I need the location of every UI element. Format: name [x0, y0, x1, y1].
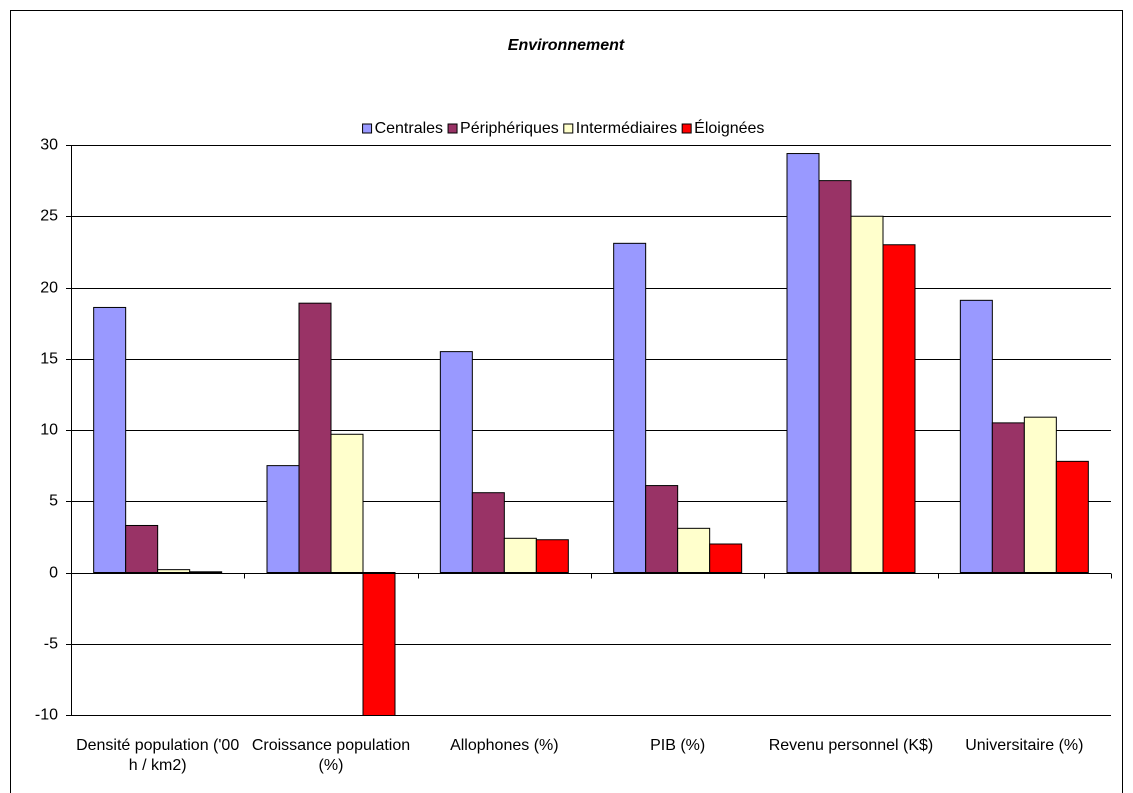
legend: Centrales Périphériques Intermédiaires Éloi…	[362, 118, 764, 137]
y-tick-label: 10	[40, 422, 58, 439]
bar	[677, 527, 711, 574]
x-tick-label: Densité population ('00 h / km2)	[76, 737, 240, 774]
bar	[189, 571, 223, 573]
bar	[439, 351, 473, 573]
chart-title: Environnement	[508, 37, 625, 54]
bar	[882, 244, 916, 573]
bar	[362, 572, 396, 715]
y-tick-label: 15	[40, 351, 58, 368]
x-tick-label: Croissance population (%)	[251, 737, 411, 774]
bar	[125, 524, 159, 573]
bar	[1023, 416, 1057, 573]
bar	[850, 215, 884, 573]
y-tick-label: -5	[44, 636, 58, 653]
y-tick-label: -10	[35, 707, 58, 724]
x-tick-label: Universitaire (%)	[965, 737, 1084, 754]
legend-swatch	[563, 123, 574, 134]
legend-swatch	[447, 123, 458, 134]
y-tick-label: 25	[40, 208, 58, 225]
bar	[613, 242, 647, 573]
legend-swatch	[362, 123, 373, 134]
bar	[535, 539, 569, 573]
x-tick-label: Allophones (%)	[450, 737, 559, 754]
bar	[645, 485, 679, 574]
bar	[818, 180, 852, 573]
bar	[330, 433, 364, 573]
x-tick-label: PIB (%)	[650, 737, 706, 754]
bar	[266, 465, 300, 573]
grid	[71, 145, 1111, 716]
bar	[786, 153, 820, 574]
legend-swatch	[681, 123, 692, 134]
y-tick-label: 30	[40, 137, 58, 154]
bar	[503, 537, 537, 573]
bar	[959, 299, 993, 573]
bar	[93, 306, 127, 573]
bar	[298, 302, 332, 573]
legend-label: Centrales	[375, 120, 443, 137]
legend-label: Éloignées	[694, 118, 764, 137]
legend-label: Périphériques	[460, 120, 559, 137]
legend-label: Intermédiaires	[576, 120, 677, 137]
bar	[991, 422, 1025, 573]
bar	[1055, 460, 1089, 574]
y-tick-label: 0	[49, 565, 58, 582]
y-tick-label: 20	[40, 280, 58, 297]
bars	[93, 153, 1089, 715]
bar	[471, 492, 505, 574]
bar	[157, 569, 191, 574]
x-tick-label: Revenu personnel (K$)	[768, 737, 934, 754]
bar	[709, 543, 743, 573]
axes: -10 -5 0 5 10 15 20 25 30	[35, 137, 1112, 724]
chart-frame	[10, 10, 1123, 793]
y-tick-label: 5	[49, 493, 58, 510]
